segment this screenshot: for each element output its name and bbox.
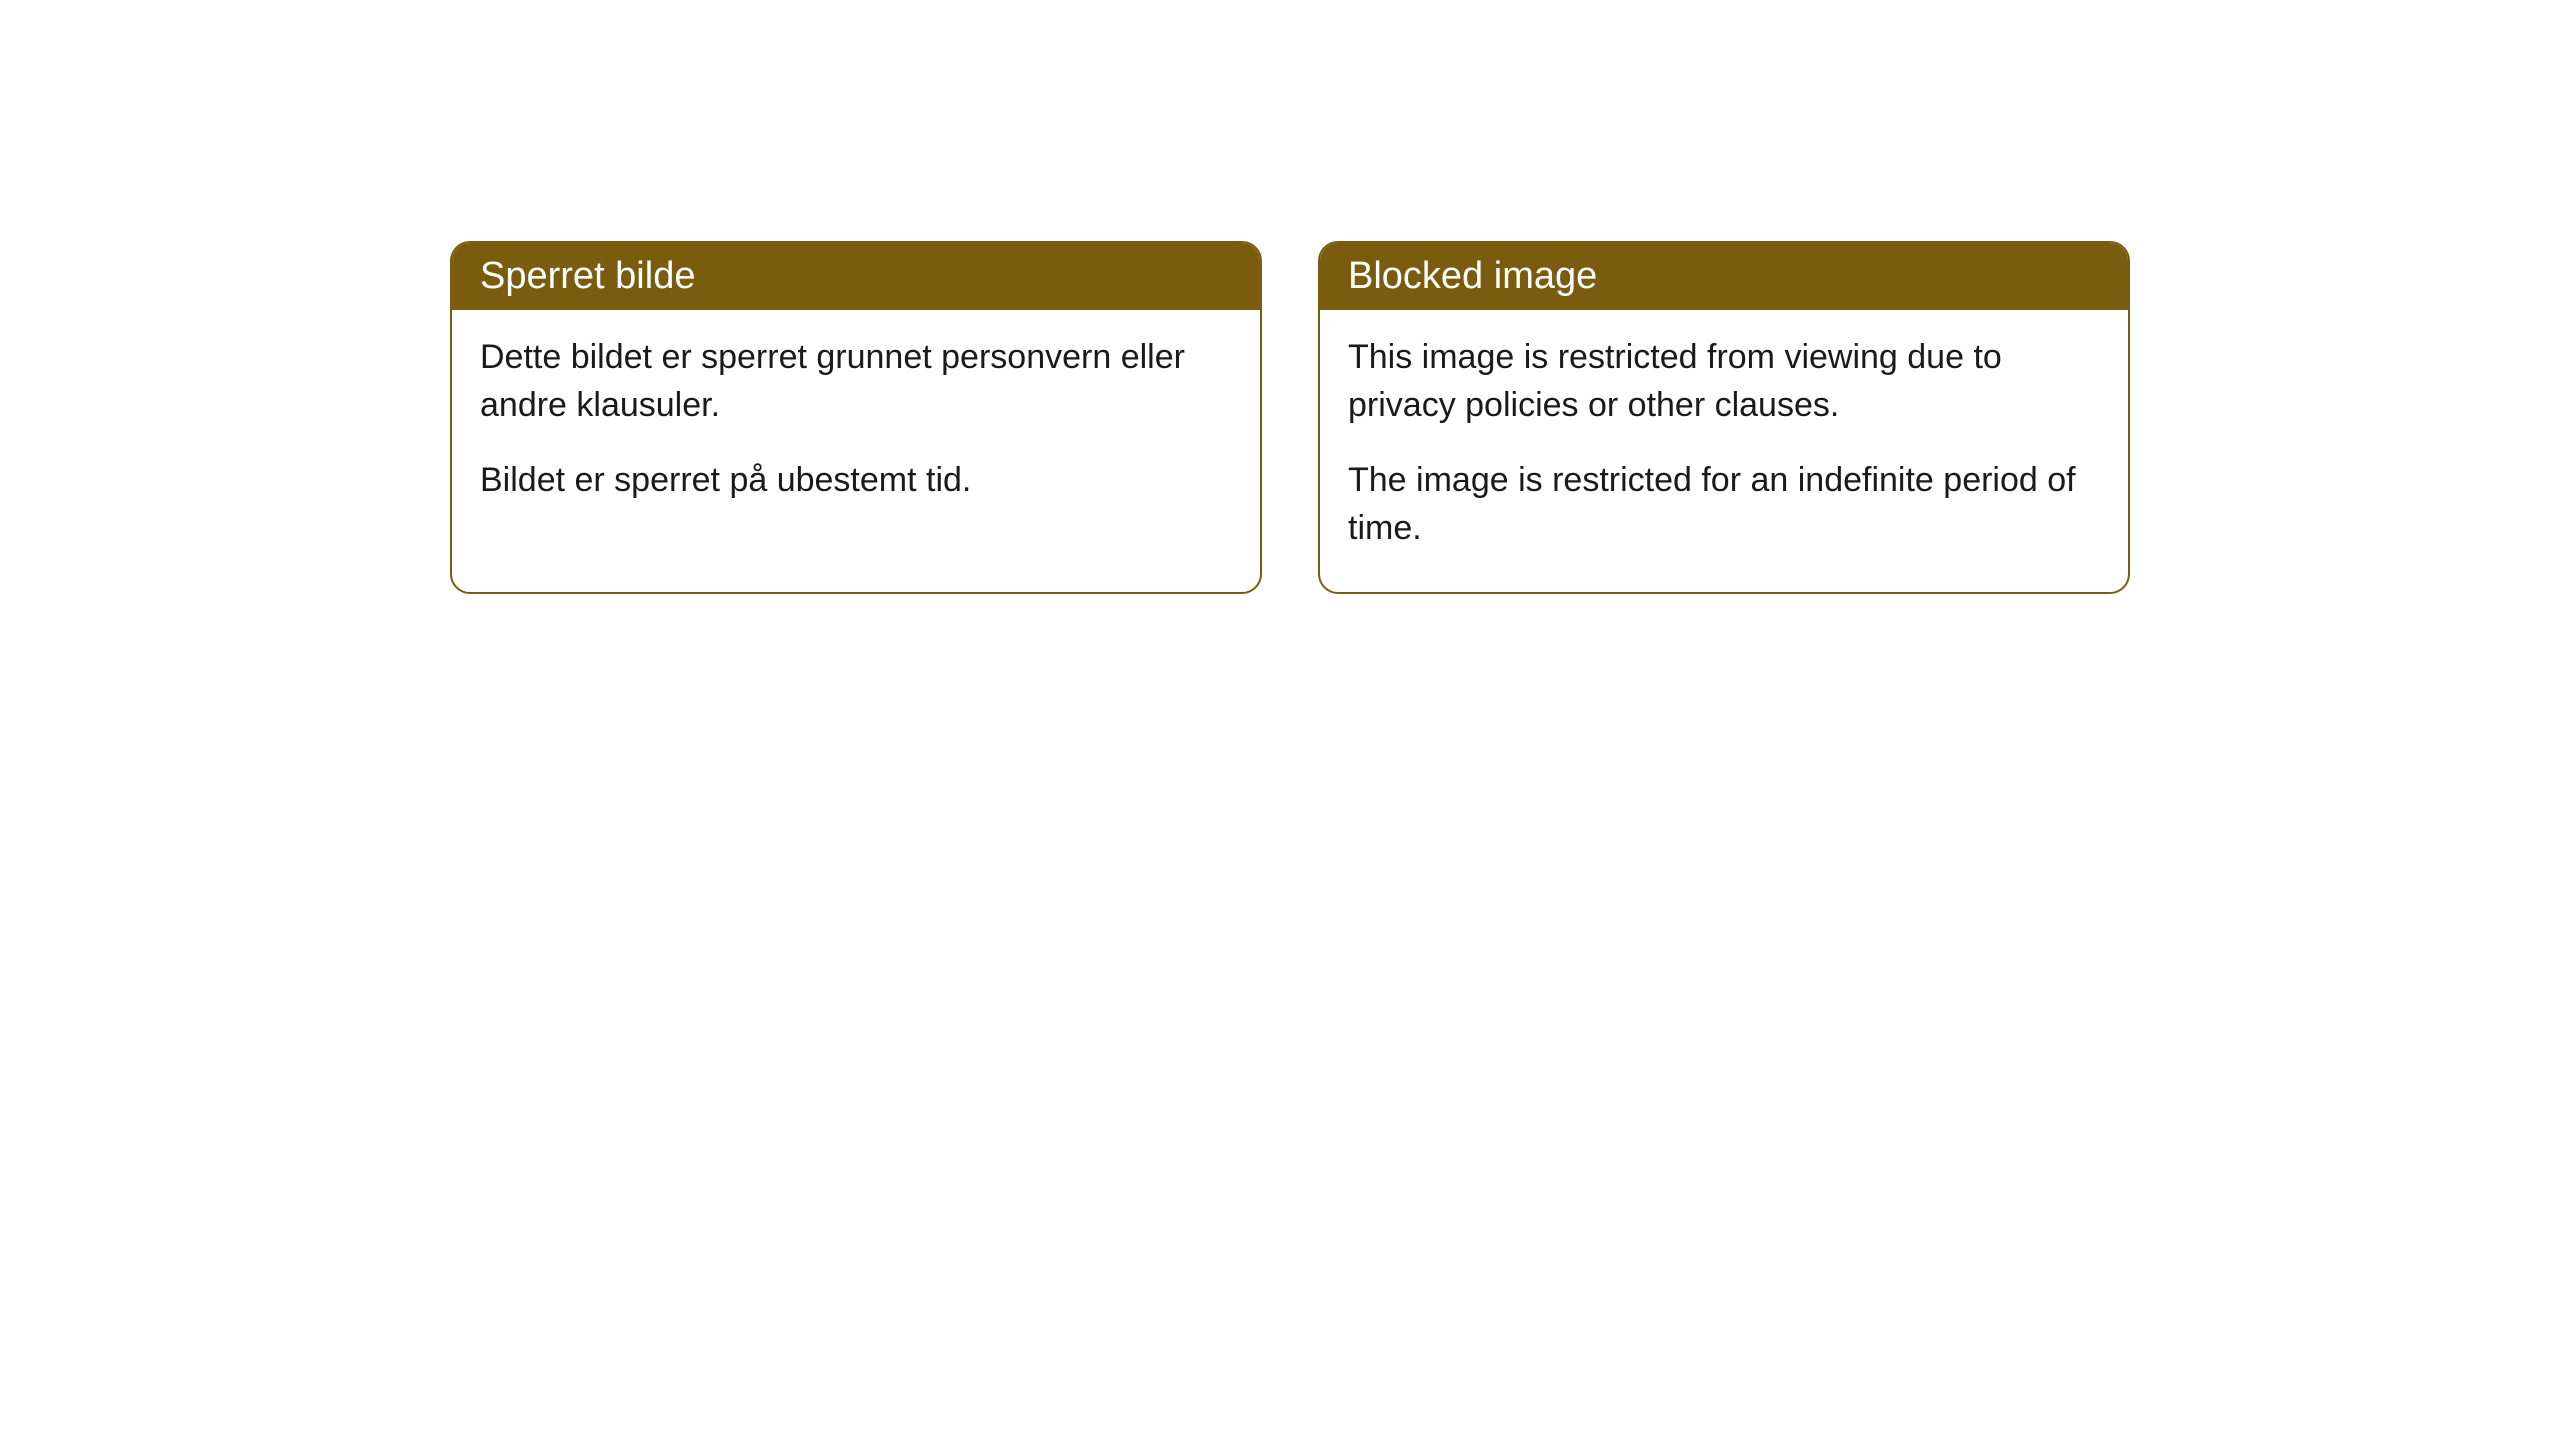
notice-card-english: Blocked image This image is restricted f… <box>1318 241 2130 594</box>
card-title: Blocked image <box>1348 255 1597 297</box>
notice-card-norwegian: Sperret bilde Dette bildet er sperret gr… <box>450 241 1262 594</box>
card-body: Dette bildet er sperret grunnet personve… <box>452 310 1260 545</box>
notice-container: Sperret bilde Dette bildet er sperret gr… <box>0 0 2560 594</box>
card-header: Sperret bilde <box>452 243 1260 310</box>
card-body: This image is restricted from viewing du… <box>1320 310 2128 592</box>
card-paragraph: This image is restricted from viewing du… <box>1348 334 2100 429</box>
card-paragraph: Dette bildet er sperret grunnet personve… <box>480 334 1232 429</box>
card-paragraph: The image is restricted for an indefinit… <box>1348 457 2100 552</box>
card-paragraph: Bildet er sperret på ubestemt tid. <box>480 457 1232 505</box>
card-title: Sperret bilde <box>480 255 695 297</box>
card-header: Blocked image <box>1320 243 2128 310</box>
